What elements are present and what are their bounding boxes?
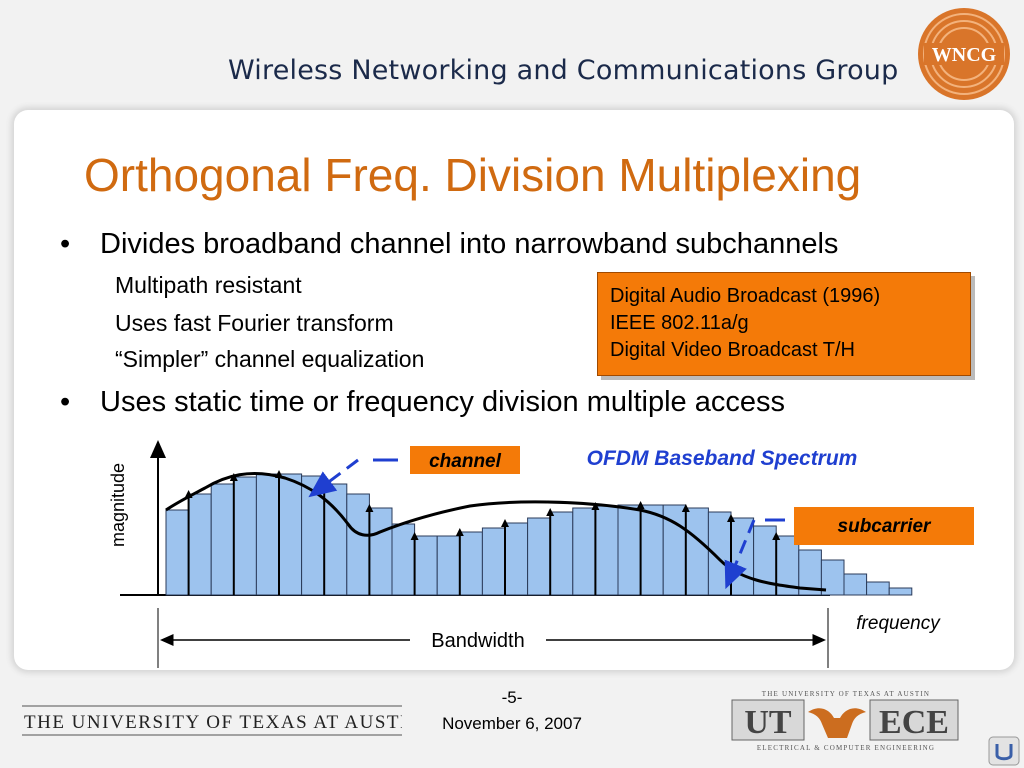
subcarrier-arrow-head xyxy=(365,504,374,512)
subcarrier-arrow-head xyxy=(455,528,464,536)
subcarrier-bar xyxy=(233,476,257,596)
longhorn-icon xyxy=(808,708,866,738)
subcarrier-bar xyxy=(572,507,596,596)
group-title: Wireless Networking and Communications G… xyxy=(228,55,899,86)
bullet-1-text: Divides broadband channel into narrowban… xyxy=(100,228,839,260)
subcarrier-arrow-head xyxy=(410,532,419,540)
page-number: -5- xyxy=(501,688,523,707)
bullet-2: • Uses static time or frequency division … xyxy=(60,386,785,419)
subcarrier-bar xyxy=(527,517,551,596)
subcarrier-bar xyxy=(843,573,868,596)
application-item: IEEE 802.11a/g xyxy=(610,312,749,334)
channel-label-box xyxy=(410,446,520,474)
university-wordmark: THE UNIVERSITY OF TEXAS AT AUSTIN xyxy=(22,705,402,736)
wncg-logo: WNCG xyxy=(918,8,1010,100)
subcarrier-bar xyxy=(617,504,642,596)
bandwidth-label: Bandwidth xyxy=(431,630,524,652)
subcarrier-bar xyxy=(210,483,235,596)
application-item: Digital Audio Broadcast (1996) xyxy=(610,285,881,307)
wncg-logo-text: WNCG xyxy=(932,44,997,66)
subcarrier-bar xyxy=(549,511,574,596)
subcarrier-bar xyxy=(346,493,370,596)
subcarrier-bar xyxy=(866,581,890,596)
subcarrier-bar xyxy=(436,535,461,596)
subcarrier-bar xyxy=(504,522,529,596)
subcarrier-bar xyxy=(594,505,619,596)
subcarrier-arrow-head xyxy=(636,501,645,509)
channel-label: channel xyxy=(429,451,502,472)
subcarrier-bar xyxy=(391,523,416,596)
sub-bullet-2: Uses fast Fourier transform xyxy=(115,310,394,336)
y-axis-label: magnitude xyxy=(108,463,128,547)
subcarrier-arrow-head xyxy=(681,504,690,512)
subcarrier-arrow-head xyxy=(772,532,781,540)
application-item: Digital Video Broadcast T/H xyxy=(610,339,855,361)
channel-pointer-arrow xyxy=(308,458,359,498)
spectrum-title: OFDM Baseband Spectrum xyxy=(587,447,858,470)
ut-logo-left-text: UT xyxy=(744,704,792,741)
ut-ece-logo: THE UNIVERSITY OF TEXAS AT AUSTIN UT ECE… xyxy=(731,690,959,752)
x-axis-label: frequency xyxy=(856,613,941,634)
subcarrier-bar xyxy=(685,507,709,596)
sub-bullet-1: Multipath resistant xyxy=(115,272,302,298)
ut-logo-right-text: ECE xyxy=(879,704,949,741)
subcarrier-bar xyxy=(301,475,325,596)
subcarrier-bar xyxy=(255,473,280,596)
subcarrier-bar xyxy=(188,493,212,596)
subcarrier-bar xyxy=(414,535,438,596)
subcarrier-bar xyxy=(368,507,393,596)
ut-logo-bottom-text: ELECTRICAL & COMPUTER ENGINEERING xyxy=(757,744,935,752)
subcarrier-arrow-head xyxy=(727,514,735,522)
ut-logo-top-text: THE UNIVERSITY OF TEXAS AT AUSTIN xyxy=(762,690,930,698)
subcarrier-arrow-head xyxy=(591,502,600,510)
subcarrier-bar xyxy=(459,531,483,596)
subcarrier-arrow-head xyxy=(501,519,509,527)
channel-envelope xyxy=(165,471,827,592)
navigation-icon[interactable] xyxy=(988,736,1020,766)
subcarrier-bar xyxy=(481,527,506,596)
bullet-2-text: Uses static time or frequency division m… xyxy=(100,386,785,418)
bullet-dot: • xyxy=(60,386,71,418)
presentation-date: November 6, 2007 xyxy=(442,714,582,733)
subcarrier-label: subcarrier xyxy=(838,516,933,537)
subcarrier-bar xyxy=(888,587,913,596)
sub-bullet-3: “Simpler” channel equalization xyxy=(115,346,425,372)
subcarrier-arrow-head xyxy=(546,508,555,516)
bullet-1: • Divides broadband channel into narrowba… xyxy=(60,228,838,261)
subcarrier-bar xyxy=(640,504,664,596)
bullet-dot: • xyxy=(60,228,71,260)
university-name: THE UNIVERSITY OF TEXAS AT AUSTIN xyxy=(24,712,402,733)
subcarrier-label-box xyxy=(794,507,974,545)
applications-box: Digital Audio Broadcast (1996) IEEE 802.… xyxy=(597,272,971,376)
subcarrier-bar xyxy=(165,509,190,596)
subcarrier-bar xyxy=(278,473,303,596)
slide-title: Orthogonal Freq. Division Multiplexing xyxy=(84,149,862,201)
subcarrier-pointer-arrow xyxy=(724,519,756,590)
